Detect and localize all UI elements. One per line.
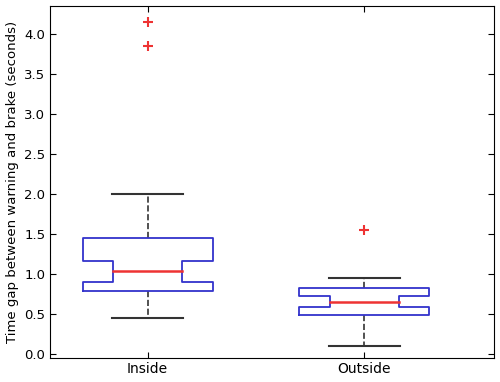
Polygon shape	[82, 238, 212, 291]
Polygon shape	[300, 288, 430, 315]
Y-axis label: Time gap between warning and brake (seconds): Time gap between warning and brake (seco…	[6, 21, 18, 343]
